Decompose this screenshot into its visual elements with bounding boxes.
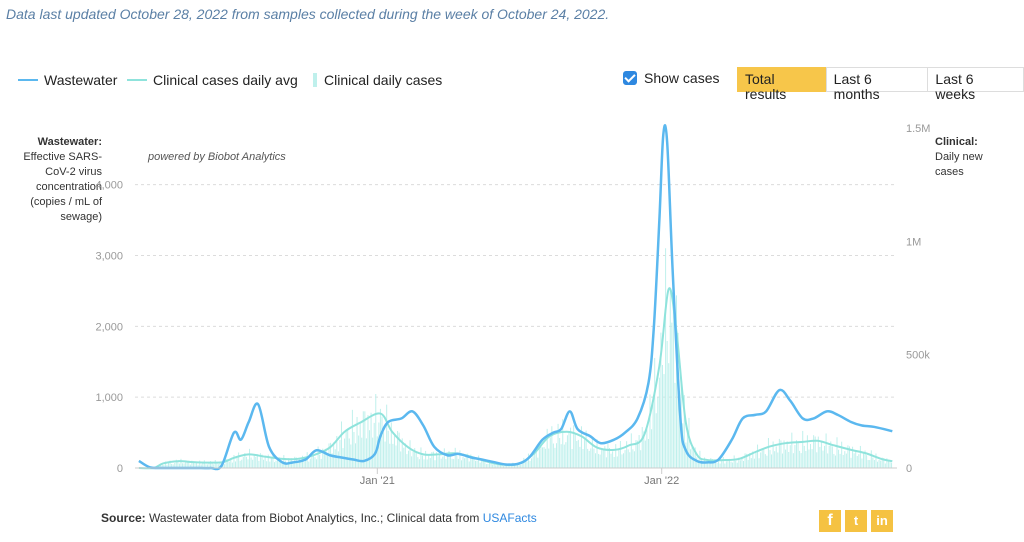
source-text: Wastewater data from Biobot Analytics, I… [145, 511, 483, 525]
wastewater-line [138, 124, 893, 471]
legend-clinical-daily[interactable]: Clinical daily cases [313, 72, 442, 88]
twitter-icon[interactable]: t [845, 510, 867, 532]
left-axis-title-bold: Wastewater: [37, 136, 102, 148]
show-cases-checkbox[interactable] [623, 71, 637, 85]
data-updated-note: Data last updated October 28, 2022 from … [6, 6, 610, 22]
y-right-tick-label: 1.5M [906, 123, 930, 135]
source-label: Source: [101, 511, 146, 525]
clinical-avg-line [138, 287, 893, 470]
left-axis-title-text: Effective SARS-CoV-2 virus concentration… [23, 151, 102, 223]
legend-clinical-avg-label: Clinical cases daily avg [153, 72, 298, 88]
usafacts-link[interactable]: USAFacts [482, 511, 537, 525]
y-right-tick-label: 0 [906, 463, 912, 475]
source-note: Source: Wastewater data from Biobot Anal… [101, 511, 537, 525]
show-cases-toggle[interactable]: Show cases [623, 70, 719, 86]
y-left-tick-label: 1,000 [95, 392, 123, 404]
legend-clinical-daily-label: Clinical daily cases [324, 72, 443, 88]
x-tick-label: Jan '21 [360, 475, 395, 487]
linkedin-icon[interactable]: in [871, 510, 893, 532]
legend-wastewater[interactable]: Wastewater [18, 72, 117, 88]
tab-last-6-months[interactable]: Last 6 months [825, 67, 929, 102]
legend-clinical-avg-swatch [127, 79, 147, 81]
y-left-tick-label: 4,000 [95, 180, 123, 192]
left-axis-title: Wastewater: Effective SARS-CoV-2 virus c… [0, 135, 102, 225]
show-cases-label: Show cases [644, 70, 720, 86]
right-axis-title-bold: Clinical: [935, 136, 978, 148]
legend-clinical-avg[interactable]: Clinical cases daily avg [127, 72, 298, 88]
time-range-tabs: Total results Last 6 months Last 6 weeks [737, 67, 1024, 102]
legend-clinical-daily-swatch [313, 73, 317, 87]
tab-last-6-weeks[interactable]: Last 6 weeks [927, 67, 1024, 102]
right-axis-title-text: Daily new cases [935, 151, 983, 178]
y-left-tick-label: 3,000 [95, 251, 123, 263]
x-tick-label: Jan '22 [644, 475, 679, 487]
y-right-tick-label: 500k [906, 350, 930, 362]
y-right-tick-label: 1M [906, 236, 921, 248]
legend-wastewater-label: Wastewater [44, 72, 118, 88]
y-left-tick-label: 2,000 [95, 321, 123, 333]
facebook-icon[interactable]: f [819, 510, 841, 532]
y-left-tick-label: 0 [117, 463, 123, 475]
legend-wastewater-swatch [18, 79, 38, 81]
powered-by-label: powered by Biobot Analytics [148, 151, 286, 163]
right-axis-title: Clinical: Daily new cases [935, 135, 1005, 180]
tab-total-results[interactable]: Total results [737, 67, 827, 102]
